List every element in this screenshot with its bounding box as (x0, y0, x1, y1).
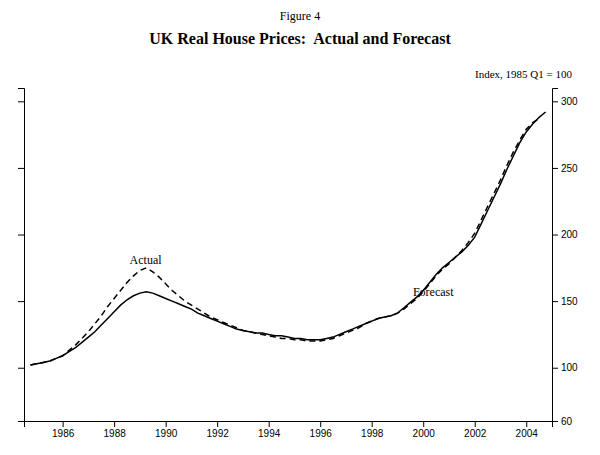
series-line (30, 112, 545, 365)
tick: 1996 (310, 421, 333, 439)
tick-label: 100 (561, 362, 578, 373)
tick-mark (166, 421, 167, 427)
tick-mark (217, 421, 218, 427)
tick-mark (552, 368, 558, 369)
tick: 200 (552, 229, 578, 240)
annotation: Forecast (413, 285, 454, 299)
tick-mark (372, 421, 373, 427)
tick-label: 1990 (155, 428, 178, 439)
tick-label: 1996 (310, 428, 333, 439)
tick-mark (552, 101, 558, 102)
tick-mark (18, 368, 24, 369)
tick-label: 60 (561, 416, 573, 427)
tick-label: 1992 (207, 428, 230, 439)
tick-label: 200 (561, 229, 578, 240)
tick-mark (552, 235, 558, 236)
axis-line (553, 89, 559, 422)
tick: 2004 (516, 421, 539, 439)
tick-label: 1986 (52, 428, 75, 439)
y-axis-right: 60 100 150 200 250 300 (552, 89, 578, 427)
tick: 300 (552, 96, 578, 107)
tick: 1988 (104, 421, 127, 439)
tick: 150 (552, 296, 578, 307)
annotations: Actual Forecast (130, 253, 455, 299)
tick-mark (526, 421, 527, 427)
tick-label: 1998 (361, 428, 384, 439)
tick (18, 301, 24, 302)
tick-label: 2000 (413, 428, 436, 439)
annotation: Actual (130, 253, 163, 267)
tick-mark (114, 421, 115, 427)
tick-mark (552, 421, 558, 422)
tick-mark (320, 421, 321, 427)
axis-title: Index, 1985 Q1 = 100 (475, 68, 572, 80)
tick (18, 101, 24, 102)
tick-label: 2004 (516, 428, 539, 439)
tick-mark (18, 421, 24, 422)
series-line (30, 119, 539, 365)
tick: 60 (552, 416, 573, 427)
tick: 1992 (207, 421, 230, 439)
tick-mark (18, 101, 24, 102)
tick: 1994 (258, 421, 281, 439)
tick (18, 421, 24, 422)
x-axis: 1986 1988 1990 1992 1994 1996 1998 2000 2002 2004 (25, 421, 553, 439)
tick: 250 (552, 163, 578, 174)
tick: 2000 (413, 421, 436, 439)
tick (18, 368, 24, 369)
figure-label: Figure 4 (280, 9, 320, 23)
tick-label: 1994 (258, 428, 281, 439)
tick-mark (423, 421, 424, 427)
tick-label: 300 (561, 96, 578, 107)
tick-label: 1988 (104, 428, 127, 439)
tick (18, 235, 24, 236)
tick: 100 (552, 362, 578, 373)
plot: 1986 1988 1990 1992 1994 1996 1998 2000 2002 2004… (18, 68, 578, 439)
tick-mark (18, 301, 24, 302)
tick-mark (63, 421, 64, 427)
tick-mark (552, 301, 558, 302)
tick: 1998 (361, 421, 384, 439)
tick-label: 250 (561, 163, 578, 174)
tick-mark (18, 168, 24, 169)
title: UK Real House Prices: Actual and Forecas… (149, 30, 451, 47)
tick: 1990 (155, 421, 178, 439)
tick-label: 150 (561, 296, 578, 307)
chart: Figure 4 UK Real House Prices: Actual and… (0, 0, 600, 455)
tick (18, 168, 24, 169)
tick-mark (552, 168, 558, 169)
tick: 1986 (52, 421, 75, 439)
lines (30, 112, 545, 365)
tick-label: 2002 (464, 428, 487, 439)
tick-mark (18, 235, 24, 236)
tick: 2002 (464, 421, 487, 439)
axis-line (25, 422, 553, 428)
tick-mark (475, 421, 476, 427)
tick-mark (269, 421, 270, 427)
axis-line (18, 89, 25, 422)
y-axis-left (18, 89, 25, 422)
